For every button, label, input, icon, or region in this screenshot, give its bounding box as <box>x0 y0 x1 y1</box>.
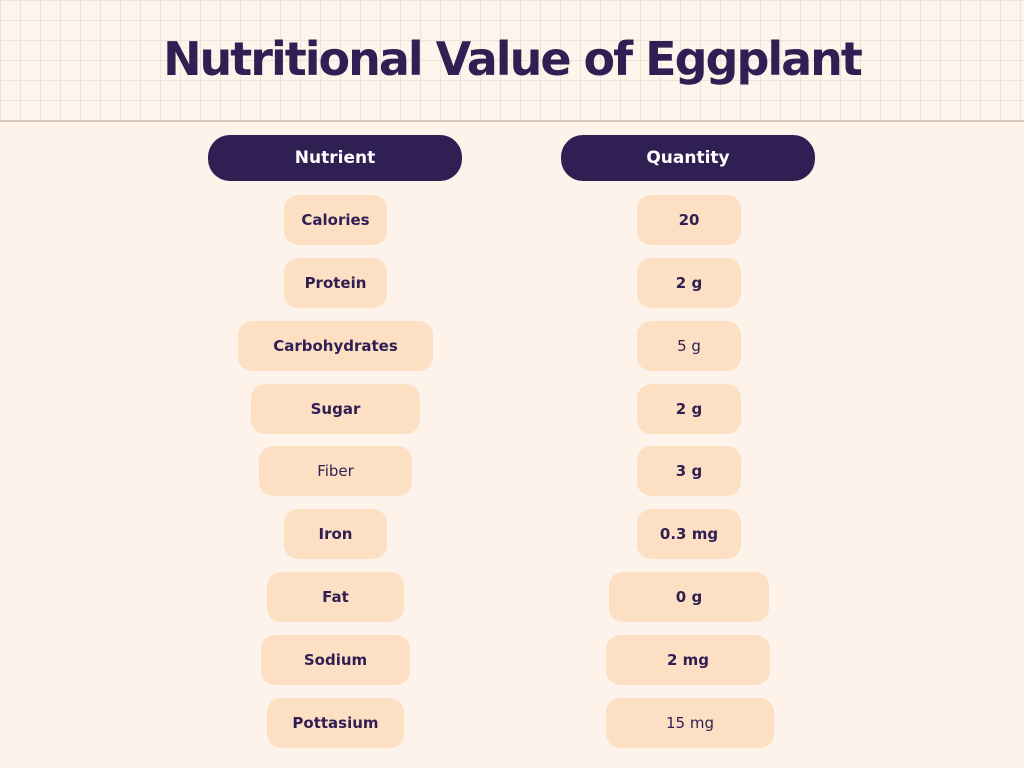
nutrient-cell: Sugar <box>251 384 420 434</box>
quantity-cell: 0 g <box>609 572 769 622</box>
quantity-cell: 2 mg <box>606 635 770 685</box>
nutrient-column-header: Nutrient <box>208 135 462 181</box>
nutrient-cell: Calories <box>284 195 387 245</box>
nutrient-cell: Sodium <box>261 635 410 685</box>
quantity-cell: 2 g <box>637 384 741 434</box>
quantity-cell: 5 g <box>637 321 741 371</box>
quantity-cell: 20 <box>637 195 741 245</box>
nutrient-cell: Protein <box>284 258 387 308</box>
quantity-cell: 2 g <box>637 258 741 308</box>
nutrient-cell: Fat <box>267 572 404 622</box>
quantity-cell: 0.3 mg <box>637 509 741 559</box>
quantity-column-header: Quantity <box>561 135 815 181</box>
page-title: Nutritional Value of Eggplant <box>163 32 863 86</box>
title-banner <box>0 0 1024 122</box>
nutrient-cell: Fiber <box>259 446 412 496</box>
nutrient-cell: Carbohydrates <box>238 321 433 371</box>
nutrient-cell: Pottasium <box>267 698 404 748</box>
quantity-cell: 15 mg <box>606 698 774 748</box>
nutrient-cell: Iron <box>284 509 387 559</box>
quantity-cell: 3 g <box>637 446 741 496</box>
